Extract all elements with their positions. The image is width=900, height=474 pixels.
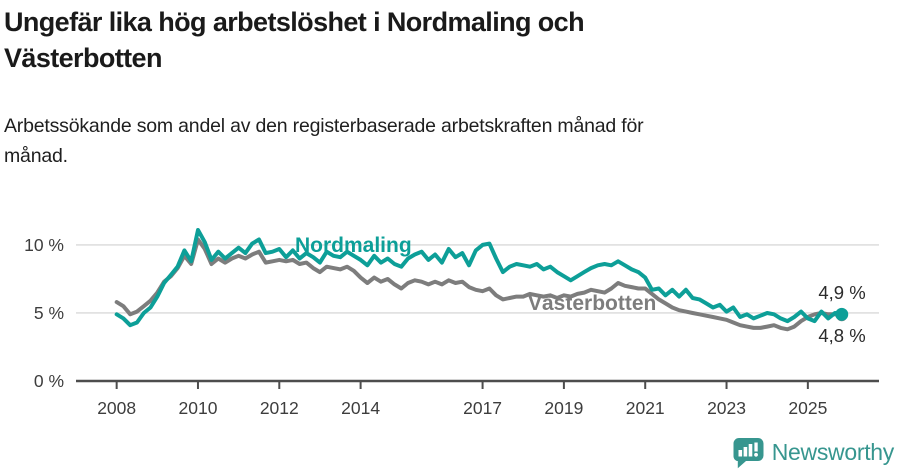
series-label-västerbotten: Västerbotten xyxy=(528,292,656,315)
chart-subtitle: Arbetssökande som andel av den registerb… xyxy=(4,114,644,168)
line-chart-svg: 2008 2010 2012 2014 2017 2019 2021 2023 2025 0 % 5… xyxy=(24,228,879,418)
series-line-västerbotten xyxy=(114,237,844,332)
brand-footer: Newsworthy xyxy=(729,435,894,469)
series-line-nordmaling xyxy=(114,228,844,328)
series-label-nordmaling: Nordmaling xyxy=(295,234,412,257)
chart-header: Ungefär lika hög arbetslöshet i Nordmali… xyxy=(4,5,884,171)
y-tick-label: 10 % xyxy=(24,235,64,255)
x-tick-label: 2025 xyxy=(788,398,827,418)
x-tick-label: 2010 xyxy=(179,398,218,418)
y-tick-label: 0 % xyxy=(34,371,64,391)
x-tick-label: 2014 xyxy=(341,398,380,418)
x-tick-label: 2008 xyxy=(97,398,136,418)
brand-name: Newsworthy xyxy=(771,438,895,465)
end-dot-nordmaling xyxy=(835,307,849,321)
end-value-label-nordmaling: 4,9 % xyxy=(818,282,865,303)
x-tick-label: 2012 xyxy=(260,398,299,418)
unemployment-line-chart: 2008 2010 2012 2014 2017 2019 2021 2023 2025 0 % 5… xyxy=(0,215,900,430)
x-tick-label: 2017 xyxy=(463,398,502,418)
end-value-label-västerbotten: 4,8 % xyxy=(818,325,865,346)
newsworthy-logo-icon xyxy=(733,438,764,469)
page-title: Ungefär lika hög arbetslöshet i Nordmali… xyxy=(4,7,585,73)
y-tick-label: 5 % xyxy=(34,303,64,323)
x-tick-label: 2021 xyxy=(626,398,665,418)
x-tick-label: 2019 xyxy=(544,398,583,418)
x-tick-label: 2023 xyxy=(707,398,746,418)
